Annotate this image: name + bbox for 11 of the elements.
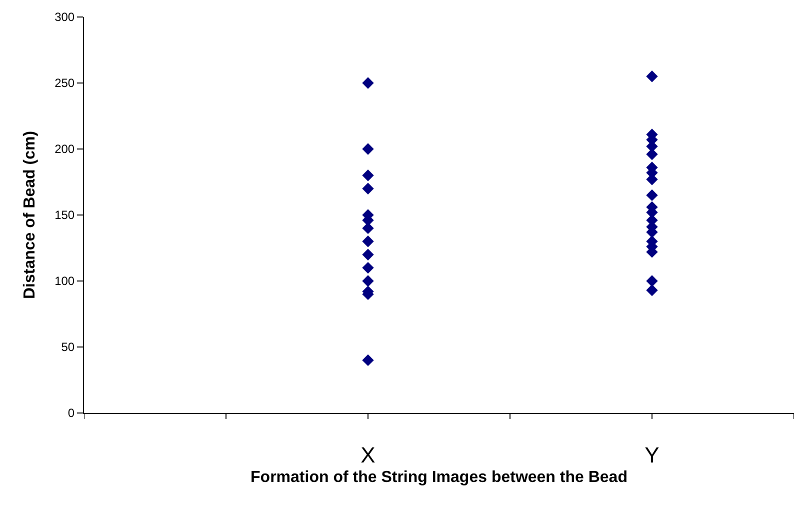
y-tick-label: 100 xyxy=(54,274,75,288)
y-tick-label: 50 xyxy=(61,340,75,354)
y-axis-title: Distance of Bead (cm) xyxy=(21,130,38,300)
y-tick-label: 250 xyxy=(54,76,75,90)
x-tick-label: Y xyxy=(644,442,660,468)
y-tick-label: 150 xyxy=(54,208,75,222)
y-tick-label: 0 xyxy=(68,406,75,420)
x-axis-title: Formation of the String Images between the Bead xyxy=(250,469,628,486)
x-tick-label: X xyxy=(360,442,376,468)
y-tick-label: 300 xyxy=(54,10,75,24)
y-tick-label: 200 xyxy=(54,142,75,156)
